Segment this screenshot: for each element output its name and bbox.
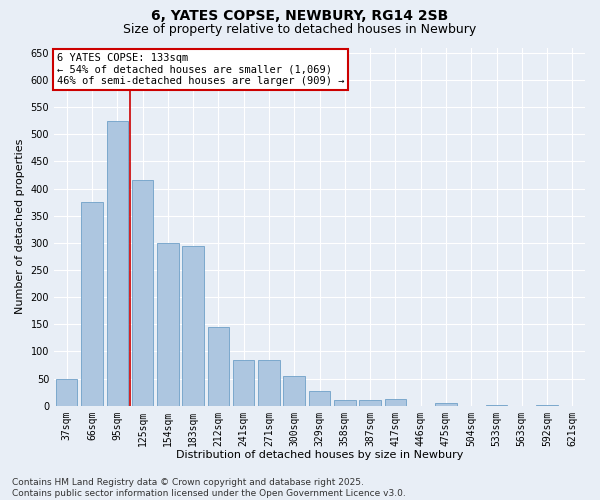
Text: 6 YATES COPSE: 133sqm
← 54% of detached houses are smaller (1,069)
46% of semi-d: 6 YATES COPSE: 133sqm ← 54% of detached … (56, 53, 344, 86)
Bar (385, 398, 406, 406)
X-axis label: Distribution of detached houses by size in Newbury: Distribution of detached houses by size … (176, 450, 463, 460)
Bar (81, 202, 103, 406)
Bar (283, 376, 305, 406)
Bar (107, 121, 128, 406)
Bar (309, 390, 330, 406)
Text: Size of property relative to detached houses in Newbury: Size of property relative to detached ho… (124, 22, 476, 36)
Bar (435, 403, 457, 406)
Bar (157, 243, 179, 406)
Bar (486, 405, 507, 406)
Y-axis label: Number of detached properties: Number of detached properties (15, 139, 25, 314)
Bar (359, 400, 381, 406)
Bar (258, 360, 280, 406)
Text: Contains HM Land Registry data © Crown copyright and database right 2025.
Contai: Contains HM Land Registry data © Crown c… (12, 478, 406, 498)
Bar (536, 405, 558, 406)
Bar (56, 378, 77, 406)
Bar (208, 327, 229, 406)
Bar (334, 400, 356, 406)
Bar (182, 246, 204, 406)
Bar (132, 180, 153, 406)
Bar (233, 360, 254, 406)
Text: 6, YATES COPSE, NEWBURY, RG14 2SB: 6, YATES COPSE, NEWBURY, RG14 2SB (151, 9, 449, 23)
